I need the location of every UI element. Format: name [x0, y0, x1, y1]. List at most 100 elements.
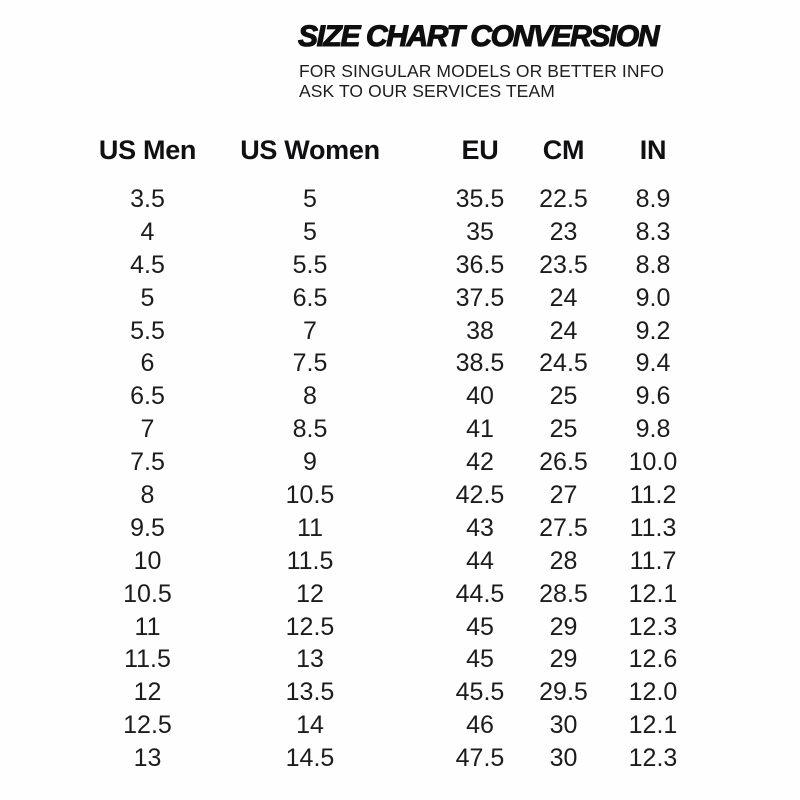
title-block: SIZE CHART CONVERSION FOR SINGULAR MODEL… — [297, 19, 665, 101]
table-row: 12.5 14 46 30 12.1 — [70, 709, 715, 742]
table-cell: 37.5 — [455, 283, 505, 312]
table-cell: 6.5 — [292, 283, 328, 312]
table-cell: 40 — [466, 382, 494, 411]
table-cell: 24 — [549, 283, 578, 312]
table-cell: 12.6 — [628, 645, 678, 674]
table-cell: 7.5 — [130, 448, 165, 477]
table-row: 6.5 8 40 25 9.6 — [70, 380, 715, 413]
table-cell: 43 — [466, 513, 494, 542]
column-header: US Women — [240, 134, 380, 165]
table-cell: 11 — [297, 513, 323, 542]
table-cell: 22.5 — [539, 184, 588, 213]
table-cell: 30 — [549, 711, 578, 740]
table-cell: 29.5 — [539, 678, 588, 707]
table-cell: 5.5 — [292, 250, 328, 279]
table-row: 12 13.5 45.5 29.5 12.0 — [70, 676, 715, 709]
table-row: 6 7.5 38.5 24.5 9.4 — [70, 347, 715, 380]
table-cell: 46 — [466, 711, 494, 740]
table-cell: 12.3 — [628, 612, 678, 641]
subtitle-line-1: FOR SINGULAR MODELS OR BETTER INFO — [299, 61, 665, 81]
table-cell: 8 — [303, 382, 317, 411]
table-cell: 11 — [134, 612, 161, 641]
table-cell: 9.4 — [635, 349, 671, 378]
table-cell: 45.5 — [455, 678, 505, 707]
table-row: 4 5 35 23 8.3 — [70, 216, 715, 249]
table-cell: 12.1 — [628, 711, 678, 740]
table-cell: 30 — [549, 744, 578, 773]
table-cell: 29 — [549, 645, 578, 674]
table-cell: 38 — [466, 316, 494, 345]
table-row: 10 11.5 44 28 11.7 — [70, 545, 715, 578]
table-row: 7 8.5 41 25 9.8 — [70, 413, 715, 446]
table-body: 3.5 5 35.5 22.5 8.9 4 5 35 23 8.3 4.5 5.5 36.5 23.5 8.… — [70, 183, 715, 775]
table-cell: 29 — [549, 612, 578, 641]
table-cell: 9.2 — [635, 316, 671, 345]
table-cell: 25 — [549, 382, 578, 411]
table-row: 11 12.5 45 29 12.3 — [70, 611, 715, 644]
table-cell: 13.5 — [285, 678, 335, 707]
table-cell: 4.5 — [130, 250, 165, 279]
table-cell: 8 — [140, 480, 155, 509]
table-cell: 12.5 — [123, 711, 172, 740]
table-cell: 24 — [549, 316, 578, 345]
table-cell: 11.2 — [629, 480, 677, 509]
table-cell: 27.5 — [539, 513, 588, 542]
table-cell: 12 — [296, 579, 324, 608]
table-cell: 13 — [296, 645, 324, 674]
table-row: 11.5 13 45 29 12.6 — [70, 643, 715, 676]
table-cell: 26.5 — [539, 448, 588, 477]
table-cell: 5 — [303, 184, 317, 213]
column-header: EU — [461, 134, 499, 165]
table-row: 13 14.5 47.5 30 12.3 — [70, 742, 715, 775]
table-cell: 42.5 — [455, 480, 505, 509]
table-cell: 12.3 — [628, 744, 678, 773]
table-cell: 5.5 — [130, 316, 165, 345]
table-cell: 6.5 — [130, 382, 165, 411]
table-cell: 42 — [466, 448, 494, 477]
table-cell: 38.5 — [455, 349, 505, 378]
table-cell: 11.5 — [286, 546, 334, 575]
table-cell: 7 — [303, 316, 317, 345]
column-header: IN — [639, 134, 667, 165]
table-cell: 10.0 — [628, 448, 678, 477]
table-cell: 12.0 — [628, 678, 678, 707]
table-cell: 9.8 — [635, 415, 671, 444]
table-row: 7.5 9 42 26.5 10.0 — [70, 446, 715, 479]
table-cell: 9 — [303, 448, 317, 477]
table-cell: 8.8 — [635, 250, 671, 279]
table-row: 3.5 5 35.5 22.5 8.9 — [70, 183, 715, 216]
size-conversion-table: US Men US Women EU CM IN 3.5 5 35.5 22.5 8.9 4 5 35… — [70, 133, 715, 775]
table-cell: 25 — [549, 415, 578, 444]
table-cell: 8.5 — [292, 415, 328, 444]
table-cell: 47.5 — [455, 744, 505, 773]
table-cell: 44.5 — [455, 579, 505, 608]
table-cell: 23.5 — [539, 250, 588, 279]
table-cell: 23 — [549, 217, 578, 246]
table-cell: 10 — [133, 546, 162, 575]
table-cell: 9.0 — [635, 283, 671, 312]
table-cell: 5 — [303, 217, 317, 246]
table-cell: 14.5 — [285, 744, 335, 773]
table-cell: 9.6 — [635, 382, 671, 411]
table-header-row: US Men US Women EU CM IN — [70, 133, 715, 167]
table-row: 5.5 7 38 24 9.2 — [70, 315, 715, 348]
table-cell: 44 — [466, 546, 494, 575]
table-cell: 41 — [466, 415, 494, 444]
table-cell: 45 — [466, 612, 494, 641]
table-cell: 7.5 — [292, 349, 328, 378]
column-header: US Men — [98, 134, 197, 165]
table-cell: 35.5 — [455, 184, 505, 213]
table-cell: 13 — [133, 744, 162, 773]
table-cell: 14 — [296, 711, 324, 740]
table-row: 10.5 12 44.5 28.5 12.1 — [70, 578, 715, 611]
table-cell: 12 — [133, 678, 162, 707]
table-cell: 36.5 — [455, 250, 505, 279]
subtitle-line-2: ASK TO OUR SERVICES TEAM — [299, 81, 555, 101]
table-row: 8 10.5 42.5 27 11.2 — [70, 479, 715, 512]
table-cell: 45 — [466, 645, 494, 674]
table-cell: 8.3 — [635, 217, 671, 246]
table-cell: 4 — [140, 217, 155, 246]
table-row: 4.5 5.5 36.5 23.5 8.8 — [70, 249, 715, 282]
table-cell: 11.5 — [124, 645, 171, 674]
